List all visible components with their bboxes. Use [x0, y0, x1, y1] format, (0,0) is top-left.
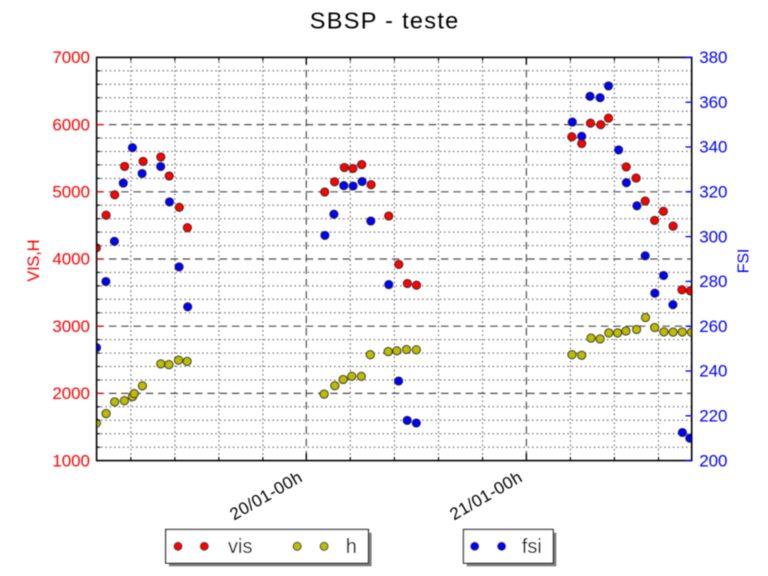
- svg-text:260: 260: [699, 317, 727, 336]
- svg-text:240: 240: [699, 362, 727, 381]
- svg-text:2000: 2000: [52, 384, 90, 403]
- svg-text:FSI: FSI: [736, 249, 753, 274]
- svg-text:380: 380: [699, 48, 727, 67]
- svg-text:200: 200: [699, 451, 727, 470]
- svg-text:1000: 1000: [52, 451, 90, 470]
- svg-text:340: 340: [699, 138, 727, 157]
- svg-text:4000: 4000: [52, 250, 90, 269]
- svg-text:300: 300: [699, 227, 727, 246]
- svg-text:6000: 6000: [52, 115, 90, 134]
- svg-text:5000: 5000: [52, 183, 90, 202]
- svg-text:3000: 3000: [52, 317, 90, 336]
- svg-text:7000: 7000: [52, 48, 90, 67]
- svg-text:VIS,H: VIS,H: [25, 240, 43, 282]
- svg-text:320: 320: [699, 183, 727, 202]
- svg-text:280: 280: [699, 272, 727, 291]
- svg-text:360: 360: [699, 93, 727, 112]
- svg-text:220: 220: [699, 407, 727, 426]
- svg-text:vis: vis: [228, 536, 252, 558]
- svg-text:h: h: [346, 536, 357, 558]
- svg-text:fsi: fsi: [522, 536, 542, 558]
